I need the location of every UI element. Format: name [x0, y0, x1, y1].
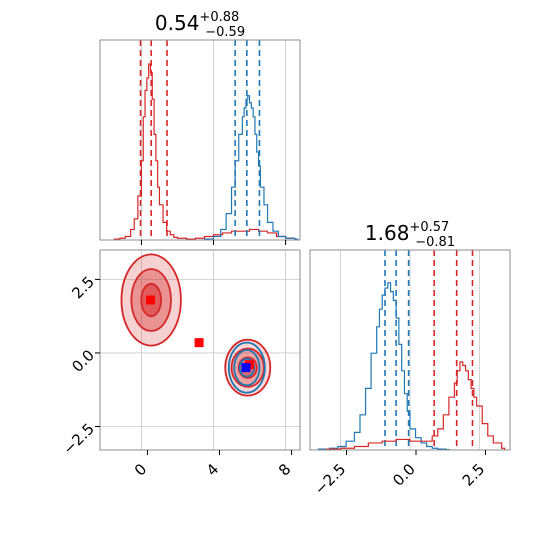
top-hist-series-0 [113, 63, 299, 240]
title1-upper: +0.88 [199, 10, 239, 25]
2d-y-ticklabel-0: 2.5 [68, 273, 98, 303]
title1-value: 0.54 [155, 11, 200, 35]
right-x-ticklabel-2: 2.5 [459, 460, 489, 490]
histogram-layer [113, 40, 506, 451]
2d-y-ticklabel-2: −2.5 [60, 420, 98, 458]
marker-1 [194, 338, 204, 348]
marker-0 [145, 295, 155, 305]
contour-blob-2-level-1 [233, 349, 261, 387]
marker-layer [145, 295, 255, 373]
right-x-ticklabel-1: 0.0 [389, 460, 419, 490]
top-left-title: 0.54+0.88 −0.59 [155, 10, 245, 40]
bottom-right-title: 1.68+0.57 −0.81 [365, 220, 455, 250]
right-x-ticklabel-0: −2.5 [311, 460, 349, 498]
2d-x-ticklabel-0: 0 [131, 460, 150, 479]
contour-layer [120, 253, 272, 397]
marker-3 [241, 363, 251, 373]
frame-layer [99, 39, 511, 451]
top-hist-series-1 [203, 95, 299, 240]
2d-x-ticklabel-2: 8 [275, 460, 294, 479]
title2-upper: +0.57 [409, 220, 449, 235]
2d-y-ticklabel-1: 0.0 [68, 346, 98, 376]
right-hist-series-0 [317, 282, 450, 451]
title2-lower: −0.81 [415, 235, 455, 250]
contour-blob-2-level-2 [238, 357, 255, 378]
right-panel-frame [309, 249, 511, 451]
contour-panel-frame [99, 249, 301, 451]
title1-lower: −0.59 [205, 25, 245, 40]
title2-value: 1.68 [365, 221, 410, 245]
contour-blob-2-level-0 [227, 341, 266, 394]
2d-x-ticklabel-1: 4 [203, 460, 222, 479]
grid-layer [100, 40, 480, 450]
top-panel-frame [99, 39, 301, 241]
